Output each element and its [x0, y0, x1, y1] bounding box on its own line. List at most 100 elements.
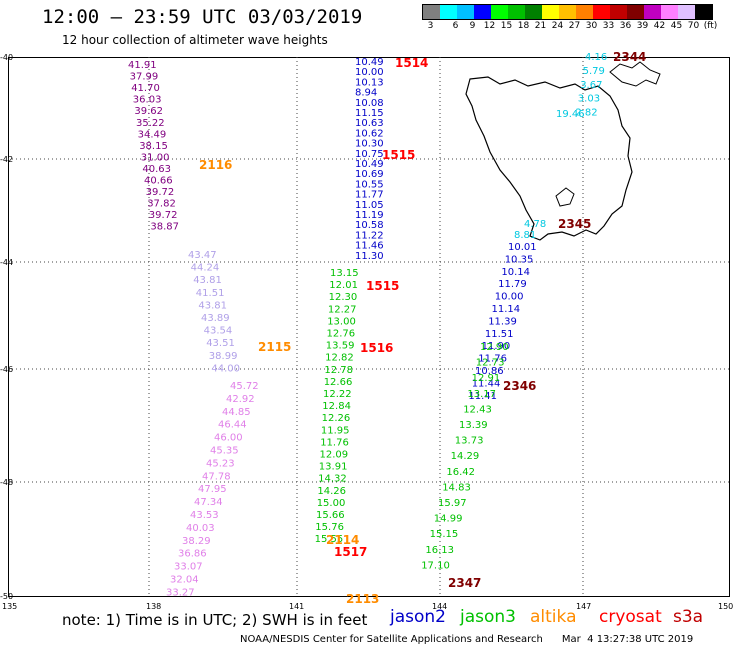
swh-value-label: 40.63 — [142, 164, 171, 175]
scale-label: (ft) — [703, 21, 718, 31]
map-frame — [8, 57, 730, 597]
swh-value-label: 37.82 — [147, 199, 176, 210]
swh-value-label: 4.16 — [585, 52, 607, 63]
swh-value-label: 43.54 — [204, 326, 233, 337]
scale-label: 45 — [670, 21, 683, 31]
swh-value-label: 46.44 — [218, 420, 247, 431]
swh-value-label: 11.39 — [488, 316, 517, 327]
swh-value-label: 13.17 — [467, 389, 496, 400]
swh-value-label: 47.95 — [198, 484, 227, 495]
swh-value-label: 12.76 — [327, 329, 356, 340]
swh-value-label: 11.46 — [355, 241, 384, 252]
swh-value-label: 43.51 — [206, 338, 235, 349]
swh-value-label: 10.58 — [355, 220, 384, 231]
swh-value-label: 13.91 — [319, 462, 348, 473]
swh-value-label: 13.73 — [455, 436, 484, 447]
lon-label: 150 — [718, 602, 734, 611]
swh-value-label: 10.30 — [355, 139, 384, 150]
lat-label: -44 — [0, 258, 14, 267]
pass-time-label: 1517 — [334, 545, 367, 559]
swh-value-label: 14.83 — [442, 482, 471, 493]
swh-value-label: 8.81 — [514, 230, 536, 241]
lat-label: -40 — [0, 53, 14, 62]
swh-value-label: 43.47 — [188, 250, 217, 261]
swh-value-label: 35.22 — [136, 118, 165, 129]
scale-cell — [457, 5, 474, 19]
swh-value-label: 2.82 — [575, 108, 597, 119]
swh-value-label: 15.76 — [315, 522, 344, 533]
swh-value-label: 13.39 — [459, 420, 488, 431]
swh-value-label: 14.32 — [318, 474, 347, 485]
swh-value-label: 4.78 — [524, 219, 546, 230]
island-north — [609, 61, 661, 87]
pass-time-label: 1515 — [366, 279, 399, 293]
scale-cell — [593, 5, 610, 19]
lat-label: -46 — [0, 365, 14, 374]
legend-cryosat: cryosat — [599, 607, 662, 627]
swh-value-label: 10.63 — [355, 118, 384, 129]
swh-value-label: 47.34 — [194, 497, 223, 508]
pass-time-label: 1514 — [395, 56, 428, 70]
swh-value-label: 11.77 — [355, 190, 384, 201]
scale-cell — [559, 5, 576, 19]
swh-value-label: 45.72 — [230, 381, 259, 392]
scale-cell — [491, 5, 508, 19]
scale-label: 30 — [585, 21, 598, 31]
swh-value-label: 15.66 — [316, 510, 345, 521]
swh-value-label: 11.51 — [485, 329, 514, 340]
swh-value-label: 12.73 — [476, 358, 505, 369]
swh-value-label: 11.90 — [482, 341, 511, 352]
legend-s3a: s3a — [673, 607, 704, 627]
swh-value-label: 12.78 — [324, 365, 353, 376]
note-text: note: 1) Time is in UTC; 2) SWH is in fe… — [62, 611, 368, 629]
swh-value-label: 10.55 — [355, 179, 384, 190]
swh-value-label: 11.14 — [492, 304, 521, 315]
swh-value-label: 10.75 — [355, 149, 384, 160]
swh-value-label: 16.13 — [425, 545, 454, 556]
swh-value-label: 44.00 — [211, 363, 240, 374]
lat-label: -50 — [0, 592, 14, 601]
scale-cell — [542, 5, 559, 19]
swh-value-label: 3.67 — [580, 80, 602, 91]
swh-value-label: 19.46 — [556, 109, 585, 120]
swh-value-label: 10.00 — [355, 67, 384, 78]
lon-label: 138 — [146, 602, 162, 611]
island-south — [555, 187, 575, 207]
swh-value-label: 10.69 — [355, 169, 384, 180]
tasmania-landmass — [465, 76, 633, 241]
scale-label: 6 — [452, 21, 459, 31]
swh-value-label: 12.22 — [323, 389, 352, 400]
swh-value-label: 41.70 — [131, 83, 160, 94]
scale-label: 42 — [653, 21, 666, 31]
swh-value-label: 11.19 — [355, 210, 384, 221]
pass-time-label: 2113 — [346, 592, 379, 606]
swh-value-label: 12.09 — [320, 450, 349, 461]
color-scale-bar — [422, 4, 713, 20]
pass-time-label: 2347 — [448, 576, 481, 590]
swh-value-label: 10.49 — [355, 57, 384, 68]
swh-value-label: 43.89 — [201, 313, 230, 324]
swh-value-label: 13.59 — [326, 341, 355, 352]
swh-value-label: 36.86 — [178, 549, 207, 560]
swh-value-label: 14.29 — [451, 451, 480, 462]
scale-label: 33 — [602, 21, 615, 31]
swh-value-label: 39.62 — [134, 106, 163, 117]
pass-time-label: 1515 — [382, 148, 415, 162]
swh-value-label: 11.22 — [355, 230, 384, 241]
scale-label: 18 — [517, 21, 530, 31]
swh-value-label: 13.15 — [330, 268, 359, 279]
swh-value-label: 11.15 — [355, 108, 384, 119]
swh-value-label: 11.05 — [355, 200, 384, 211]
swh-value-label: 12.27 — [328, 304, 357, 315]
color-scale-labels: 3 6 9 12 15 18 21 24 27 30 33 36 39 42 45 70 (ft) — [422, 20, 718, 34]
swh-value-label: 39.72 — [149, 210, 178, 221]
scale-cell — [661, 5, 678, 19]
swh-value-label: 43.81 — [198, 300, 227, 311]
swh-value-label: 3.03 — [578, 94, 600, 105]
scale-label: 21 — [534, 21, 547, 31]
lon-label: 135 — [2, 602, 18, 611]
swh-value-label: 38.99 — [209, 351, 238, 362]
scale-label: 15 — [500, 21, 513, 31]
scale-cell — [610, 5, 627, 19]
